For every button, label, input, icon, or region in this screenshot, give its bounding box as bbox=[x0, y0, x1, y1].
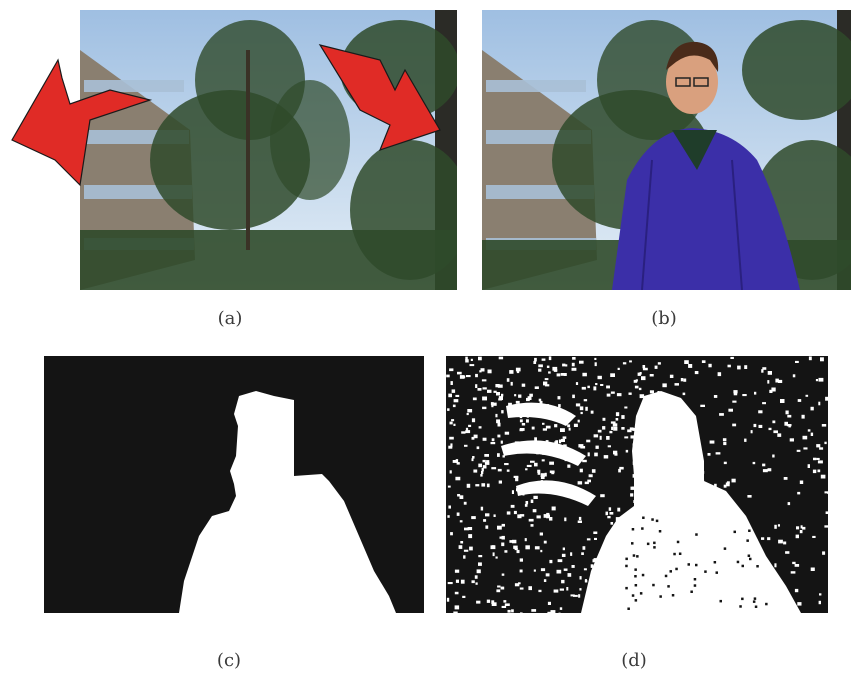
panel-a-image bbox=[80, 10, 457, 290]
person-silhouette bbox=[179, 391, 396, 613]
person-silhouette bbox=[581, 391, 801, 613]
right-arrow-icon bbox=[318, 44, 441, 151]
caption-b: (b) bbox=[651, 308, 677, 329]
person bbox=[612, 41, 800, 290]
caption-c: (c) bbox=[216, 650, 242, 671]
panel-b-image bbox=[482, 10, 851, 290]
panel-c-mask bbox=[44, 356, 424, 613]
caption-a: (a) bbox=[217, 308, 243, 329]
left-arrow-icon bbox=[11, 58, 153, 187]
motion-arrows bbox=[11, 44, 441, 187]
caption-d: (d) bbox=[621, 650, 647, 671]
panel-d-mask bbox=[446, 356, 828, 613]
